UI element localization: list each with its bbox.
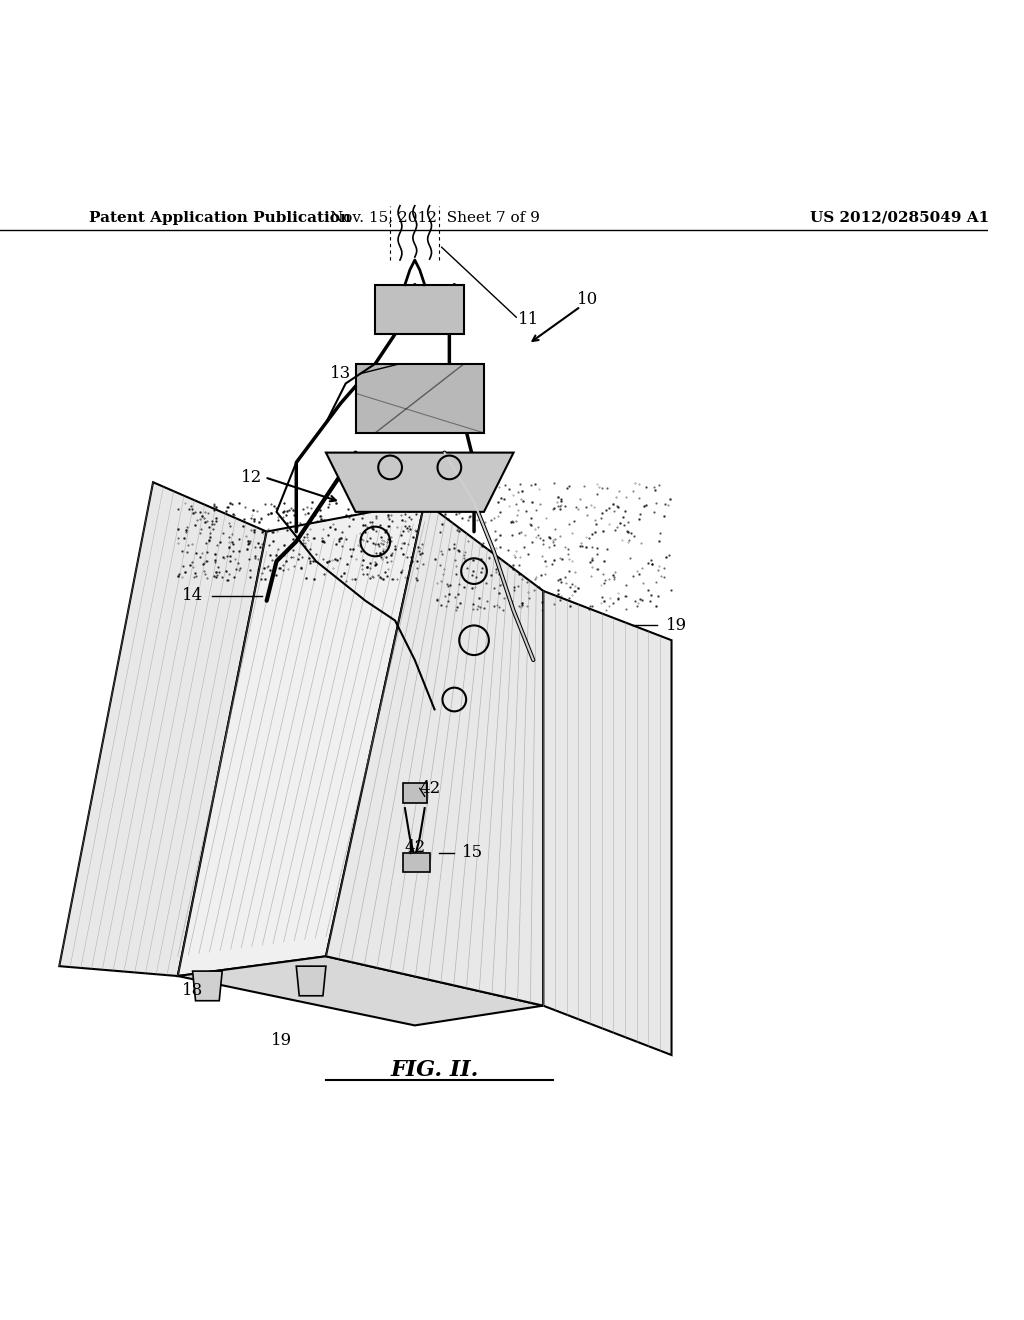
Text: US 2012/0285049 A1: US 2012/0285049 A1: [810, 211, 989, 224]
Text: 42: 42: [419, 780, 440, 797]
Polygon shape: [296, 966, 326, 995]
Text: 14: 14: [182, 587, 203, 605]
Polygon shape: [326, 502, 543, 1006]
Polygon shape: [402, 853, 430, 873]
Polygon shape: [178, 956, 543, 1026]
Text: 18: 18: [182, 982, 203, 999]
Text: 13: 13: [330, 366, 351, 381]
Polygon shape: [375, 285, 464, 334]
Polygon shape: [178, 502, 425, 975]
Text: 42: 42: [404, 840, 425, 857]
Polygon shape: [193, 972, 222, 1001]
Text: 19: 19: [271, 1032, 292, 1048]
Text: FIG. II.: FIG. II.: [390, 1059, 479, 1081]
Polygon shape: [543, 591, 672, 1055]
Polygon shape: [355, 364, 484, 433]
Polygon shape: [59, 482, 266, 975]
Text: Patent Application Publication: Patent Application Publication: [89, 211, 351, 224]
Text: Nov. 15, 2012  Sheet 7 of 9: Nov. 15, 2012 Sheet 7 of 9: [330, 211, 540, 224]
Text: 15: 15: [462, 843, 482, 861]
Text: 19: 19: [666, 616, 687, 634]
Text: 10: 10: [577, 290, 598, 308]
Polygon shape: [402, 784, 427, 803]
Text: 11: 11: [518, 310, 539, 327]
Polygon shape: [326, 453, 514, 512]
Text: 12: 12: [242, 469, 262, 486]
